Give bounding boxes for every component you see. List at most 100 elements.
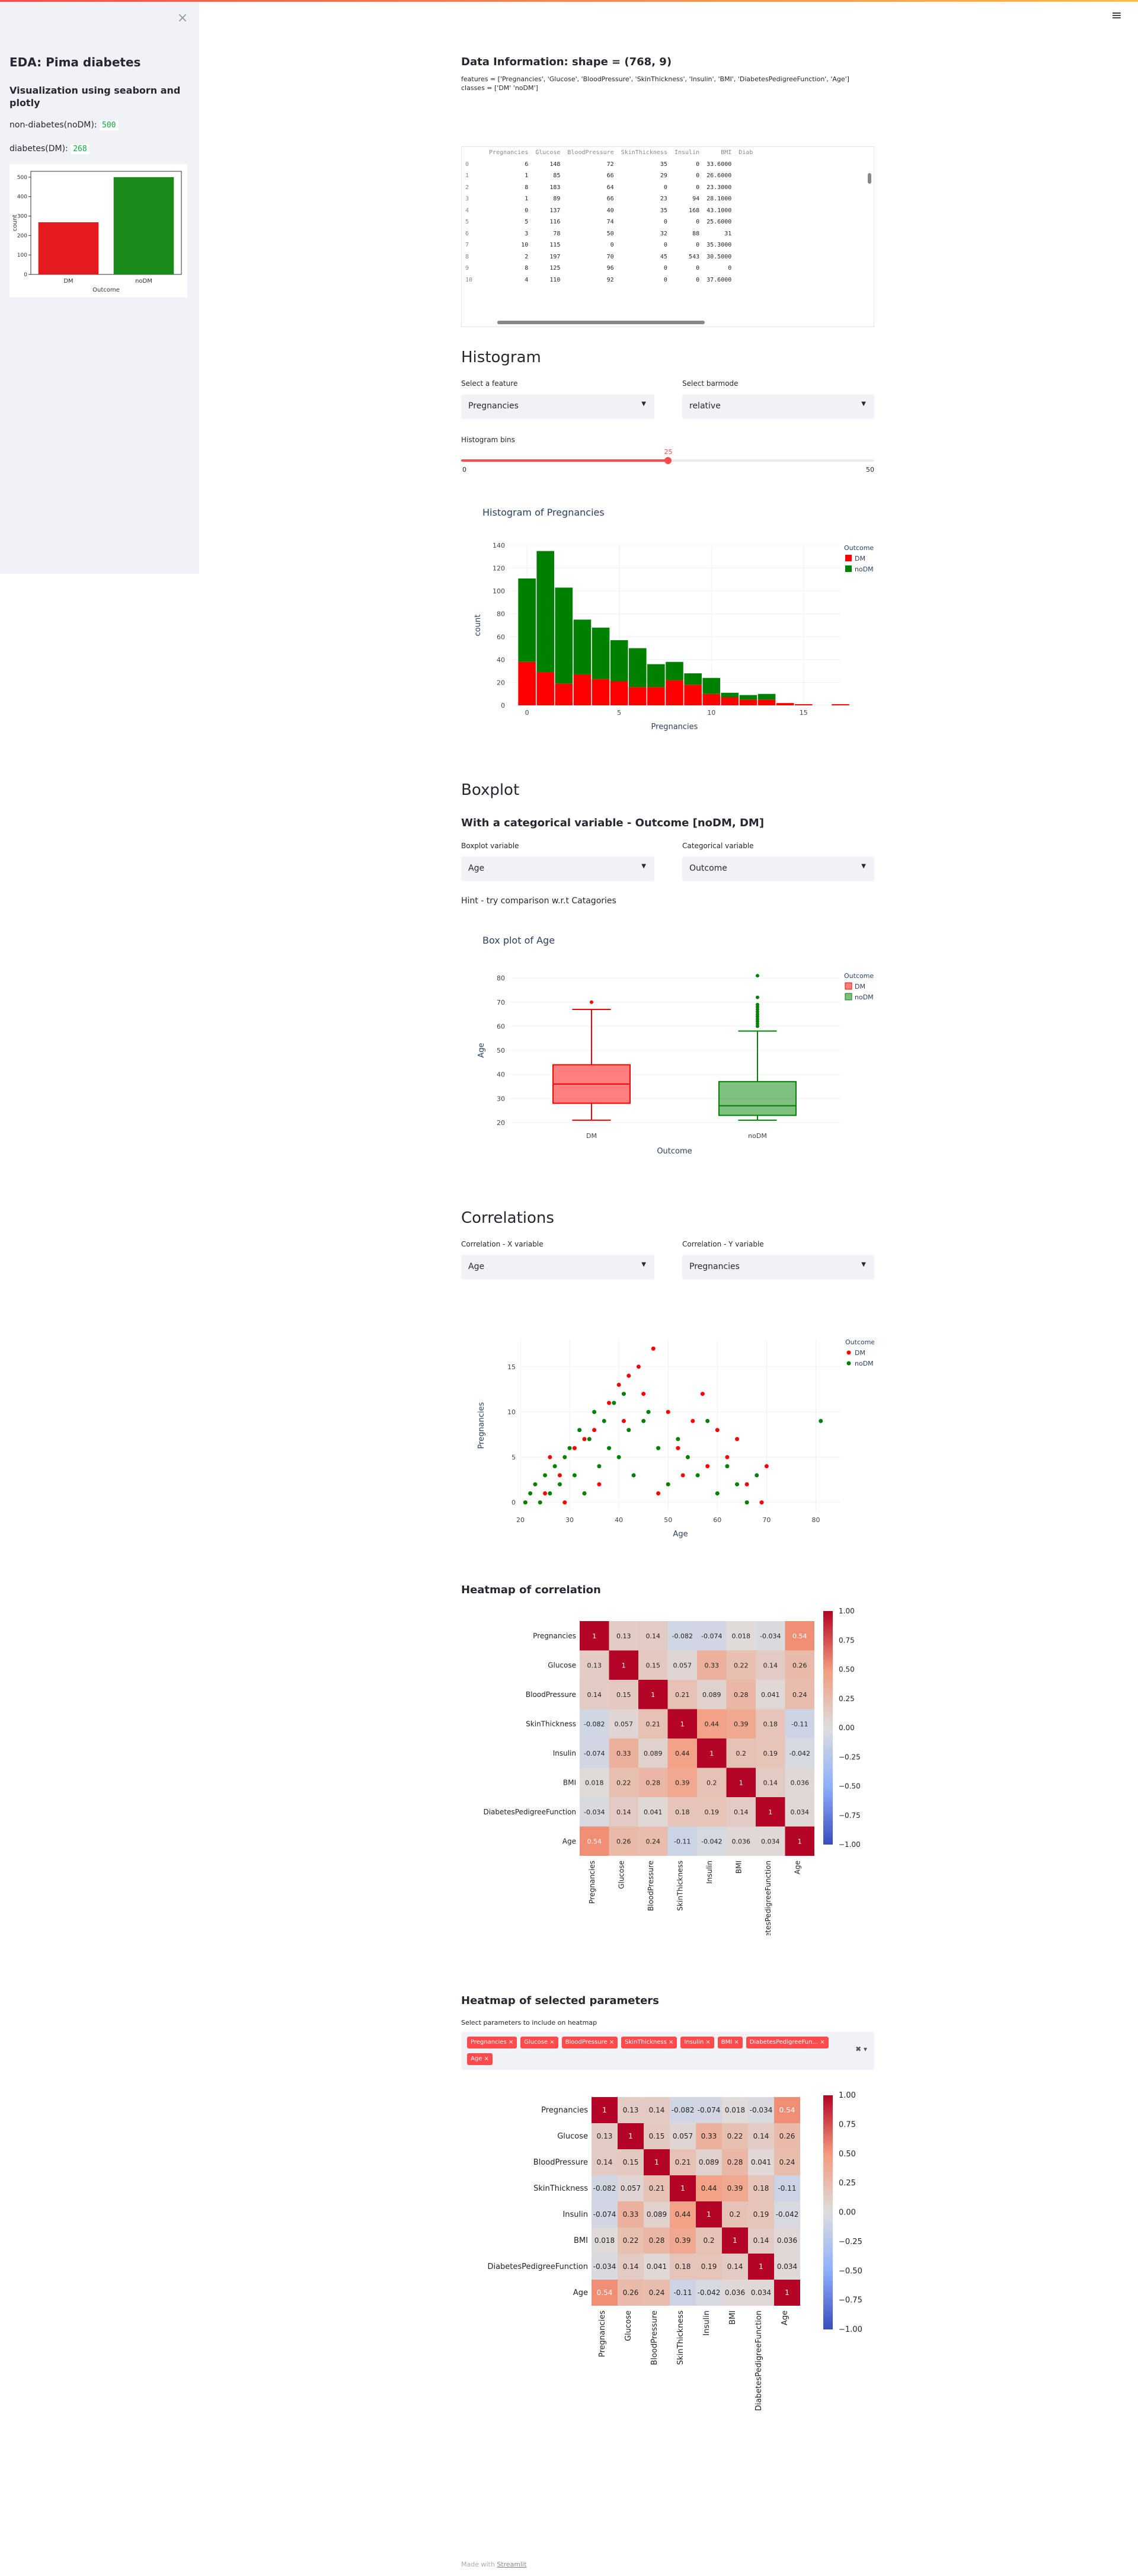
param-tag-label: Insulin	[684, 2039, 704, 2046]
feature-select[interactable]: Pregnancies ▼	[461, 394, 654, 419]
bar-noDM	[113, 177, 174, 274]
bins-slider[interactable]: 25 0 50	[461, 448, 874, 474]
param-tag[interactable]: Age ×	[467, 2053, 493, 2065]
tag-remove-icon[interactable]: ×	[704, 2039, 711, 2046]
table-row[interactable]: 9 8 125 96 0 0 0	[462, 263, 756, 274]
heat-value: 0.24	[792, 1691, 807, 1699]
table-row[interactable]: 10 4 110 92 0 0 37.6000	[462, 274, 756, 286]
column-header[interactable]: Glucose	[535, 149, 561, 156]
heat-cell	[774, 2227, 800, 2254]
heat-cell	[722, 2175, 748, 2201]
table-row[interactable]: 7 10 115 0 0 0 35.3000	[462, 239, 756, 251]
table-cell: 94	[692, 196, 700, 203]
tag-remove-icon[interactable]: ×	[482, 2056, 489, 2062]
table-row[interactable]: 4 0 137 40 35 168 43.1000	[462, 205, 756, 217]
point-noDM	[705, 1418, 710, 1423]
main-menu-icon[interactable]: ≡	[1111, 8, 1123, 23]
table-cell: 0	[663, 242, 667, 249]
heat-cell	[670, 2201, 696, 2227]
legend-label: noDM	[855, 993, 874, 1001]
heat-value: 0.28	[646, 1779, 661, 1786]
col-label: Pregnancies	[588, 1861, 596, 1904]
column-header[interactable]: BloodPressure	[567, 149, 614, 156]
sidebar-title: EDA: Pima diabetes	[9, 55, 141, 69]
table-row[interactable]: 1 1 85 66 29 0 26.6000	[462, 170, 756, 182]
streamlit-link[interactable]: Streamlit	[497, 2561, 527, 2568]
x-axis-label: Outcome	[657, 1147, 692, 1156]
tag-remove-icon[interactable]: ×	[548, 2039, 555, 2046]
heat-cell	[774, 2201, 800, 2227]
bar-nodm	[628, 648, 647, 688]
horizontal-scrollbar[interactable]	[497, 321, 705, 324]
heat-value: 0.19	[701, 2262, 717, 2271]
heat-value: -0.042	[698, 2289, 721, 2297]
column-header[interactable]: Pregnancies	[489, 149, 529, 156]
bar-nodm	[536, 551, 555, 673]
column-header[interactable]: SkinThickness	[621, 149, 667, 156]
heat-value: 0.21	[675, 1691, 690, 1699]
tag-remove-icon[interactable]: ×	[506, 2039, 514, 2046]
heat-cell	[580, 1621, 609, 1651]
tag-remove-icon[interactable]: ×	[818, 2039, 825, 2046]
legend-title: Outcome	[844, 972, 874, 980]
categorical-variable-select[interactable]: Outcome ▼	[682, 856, 874, 881]
column-header[interactable]: Diab	[739, 149, 753, 156]
dataframe-table[interactable]: Pregnancies Glucose BloodPressure SkinThick…	[461, 146, 874, 327]
heat-value: 0.28	[727, 2158, 743, 2166]
heat-cell	[774, 2123, 800, 2149]
heat-value: 0.14	[763, 1661, 778, 1669]
table-row[interactable]: 3 1 89 66 23 94 28.1000	[462, 193, 756, 205]
heat-cell	[726, 1768, 756, 1797]
bar-dm	[592, 679, 610, 705]
chart-title: Box plot of Age	[482, 935, 555, 946]
bar-dm	[628, 687, 647, 705]
corr-y-select[interactable]: Pregnancies ▼	[682, 1255, 874, 1280]
vertical-scrollbar[interactable]	[868, 173, 871, 184]
heat-cell	[670, 2123, 696, 2149]
point-DM	[656, 1491, 661, 1495]
barmode-select[interactable]: relative ▼	[682, 394, 874, 419]
heat-value: 0.018	[594, 2236, 615, 2245]
table-row[interactable]: 8 2 197 70 45 543 30.5000	[462, 251, 756, 263]
param-multiselect[interactable]: Pregnancies × Glucose × BloodPressure × Ski…	[461, 2032, 874, 2070]
y-tick-label: 120	[493, 565, 505, 573]
heat-value: 0.22	[734, 1661, 749, 1669]
colorbar-tick: −0.25	[839, 1753, 861, 1761]
heat-value: -0.074	[593, 2210, 616, 2219]
bins-slider-thumb[interactable]	[664, 457, 672, 464]
column-header[interactable]	[462, 147, 485, 159]
tag-remove-icon[interactable]: ×	[607, 2039, 615, 2046]
table-cell: 37.6000	[707, 276, 732, 283]
point-noDM	[725, 1464, 730, 1469]
x-tick-label: 15	[800, 709, 808, 717]
table-cell	[735, 228, 756, 240]
table-cell: 66	[606, 172, 614, 180]
tag-remove-icon[interactable]: ×	[732, 2039, 739, 2046]
column-header[interactable]: BMI	[721, 149, 732, 156]
table-row[interactable]: 0 6 148 72 35 0 33.6000	[462, 159, 756, 171]
multiselect-controls-icon[interactable]: ✖ ▾	[855, 2045, 867, 2053]
heat-value: 0.13	[623, 2106, 639, 2114]
param-tag[interactable]: BloodPressure ×	[561, 2037, 618, 2048]
legend-title: Outcome	[845, 1338, 874, 1346]
param-tag[interactable]: Pregnancies ×	[467, 2037, 517, 2048]
param-tag[interactable]: SkinThickness ×	[621, 2037, 677, 2048]
param-tag[interactable]: Glucose ×	[520, 2037, 558, 2048]
close-sidebar-icon[interactable]: ×	[177, 11, 188, 25]
x-tick-label: 5	[617, 709, 621, 717]
x-tick-label: DM	[63, 278, 73, 285]
bar-nodm	[702, 677, 721, 694]
boxplot-variable-select[interactable]: Age ▼	[461, 856, 654, 881]
column-header[interactable]: Insulin	[674, 149, 700, 156]
param-tag[interactable]: DiabetesPedigreeFun... ×	[746, 2037, 829, 2048]
table-row[interactable]: 5 5 116 74 0 0 25.6000	[462, 216, 756, 228]
point-noDM	[819, 1418, 823, 1423]
table-cell: 0	[610, 242, 614, 249]
table-row[interactable]: 2 8 183 64 0 0 23.3000	[462, 182, 756, 194]
corr-x-select[interactable]: Age ▼	[461, 1255, 654, 1280]
table-row[interactable]: 6 3 78 50 32 88 31	[462, 228, 756, 240]
param-tag[interactable]: BMI ×	[717, 2037, 743, 2048]
x-axis-label: Pregnancies	[651, 723, 698, 731]
tag-remove-icon[interactable]: ×	[666, 2039, 674, 2046]
param-tag[interactable]: Insulin ×	[680, 2037, 714, 2048]
